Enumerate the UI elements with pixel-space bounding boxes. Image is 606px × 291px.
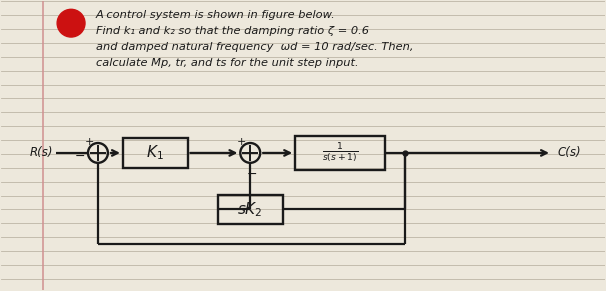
Text: +: +	[236, 137, 246, 147]
Text: −: −	[75, 150, 85, 163]
Circle shape	[57, 9, 85, 37]
Text: −: −	[247, 168, 258, 181]
Text: $\frac{1}{s(s+1)}$: $\frac{1}{s(s+1)}$	[322, 141, 358, 165]
Text: Find k₁ and k₂ so that the damping ratio ζ = 0.6: Find k₁ and k₂ so that the damping ratio…	[96, 26, 369, 36]
Text: and damped natural frequency  ωd = 10 rad/sec. Then,: and damped natural frequency ωd = 10 rad…	[96, 42, 413, 52]
Bar	[295, 136, 385, 170]
Text: $sK_2$: $sK_2$	[238, 200, 263, 219]
Text: R(s): R(s)	[30, 146, 53, 159]
Text: C(s): C(s)	[558, 146, 581, 159]
Bar	[218, 194, 282, 224]
Text: +: +	[84, 137, 94, 147]
Text: $K_1$: $K_1$	[146, 143, 164, 162]
Bar	[123, 138, 187, 168]
Text: calculate Mp, tr, and ts for the unit step input.: calculate Mp, tr, and ts for the unit st…	[96, 58, 359, 68]
Text: A control system is shown in figure below.: A control system is shown in figure belo…	[96, 10, 336, 20]
